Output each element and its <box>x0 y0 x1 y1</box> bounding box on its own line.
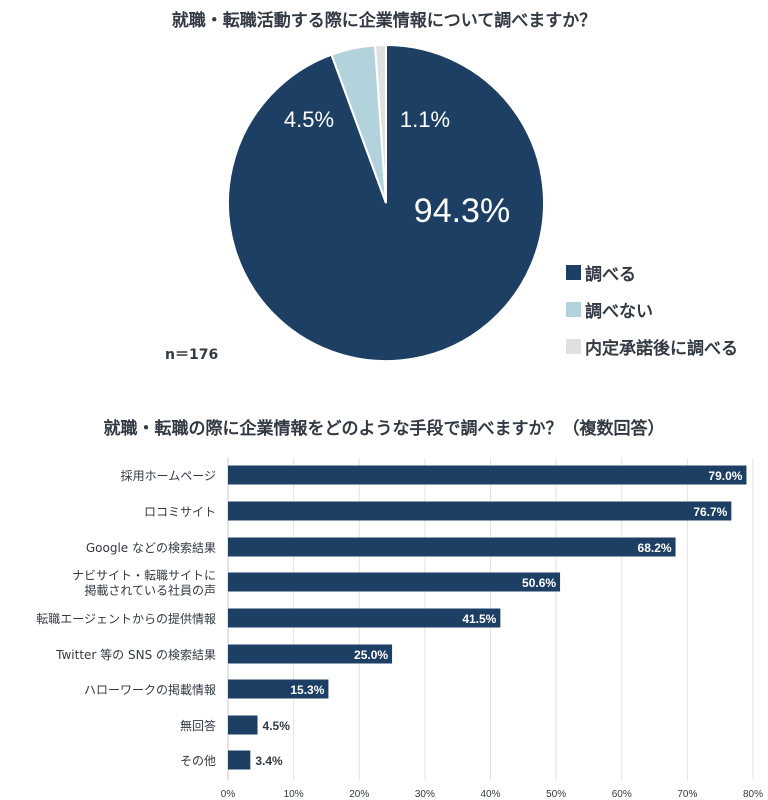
bar-value-label: 50.6% <box>522 576 556 590</box>
x-tick-label: 70% <box>677 789 697 800</box>
legend-swatch-navy <box>566 264 581 280</box>
pie-slice-label: 4.5% <box>284 107 334 132</box>
bar-value-label: 3.4% <box>255 754 283 768</box>
bar-value-label: 68.2% <box>638 541 672 555</box>
bar <box>228 644 393 664</box>
bar <box>228 679 329 699</box>
legend-item-shiraberu: 調べる <box>566 262 738 285</box>
legend-item-shirabenai: 調べない <box>566 299 738 322</box>
x-tick-label: 20% <box>349 789 369 800</box>
bar <box>228 501 732 521</box>
category-label: ナビサイト・転職サイトに <box>72 569 216 583</box>
bar <box>228 608 501 628</box>
category-label: 無回答 <box>180 718 216 733</box>
category-label: Twitter 等の SNS の検索結果 <box>55 648 216 662</box>
legend-label: 調べる <box>585 264 636 285</box>
bar-value-label: 4.5% <box>263 719 291 733</box>
bar <box>228 572 561 592</box>
bar <box>228 750 251 770</box>
bar-value-label: 41.5% <box>462 612 496 626</box>
category-label: ロコミサイト <box>144 505 216 519</box>
category-label: 転職エージェントからの提供情報 <box>36 611 216 626</box>
category-label: 採用ホームページ <box>121 469 216 483</box>
legend-item-naitei: 内定承諾後に調べる <box>566 336 738 359</box>
bar-chart-title: 就職・転職の際に企業情報をどのような手段で調べますか？（複数回答） <box>103 419 665 439</box>
bar <box>228 537 676 557</box>
x-tick-label: 40% <box>480 789 500 800</box>
bar-value-label: 15.3% <box>290 683 324 697</box>
legend-label: 調べない <box>585 301 653 322</box>
bar-value-label: 76.7% <box>693 505 727 519</box>
x-tick-label: 60% <box>612 789 632 800</box>
x-tick-label: 50% <box>546 789 566 800</box>
x-tick-label: 0% <box>221 789 236 800</box>
pie-chart-title: 就職・転職活動する際に企業情報について調べますか？ <box>171 11 597 31</box>
category-label: 掲載されている社員の声 <box>84 583 216 598</box>
category-label: その他 <box>180 754 216 768</box>
category-label: Google などの検索結果 <box>86 541 216 555</box>
legend-swatch-light-blue <box>566 301 581 317</box>
pie-legend: 調べる 調べない 内定承諾後に調べる <box>566 262 738 373</box>
x-tick-label: 10% <box>284 789 304 800</box>
category-label: ハローワークの掲載情報 <box>84 682 216 697</box>
pie-slice-label: 1.1% <box>400 107 450 132</box>
pie-slice <box>374 43 387 204</box>
pie-slice-label: 94.3% <box>414 192 510 230</box>
pie-chart: 94.3% 4.5% 1.1% <box>227 43 545 362</box>
legend-label: 内定承諾後に調べる <box>585 338 738 359</box>
x-tick-label: 80% <box>743 789 763 800</box>
bar-value-label: 79.0% <box>708 469 742 483</box>
bar <box>228 465 747 485</box>
sample-size: n＝176 <box>165 347 219 363</box>
legend-swatch-gray <box>566 338 581 354</box>
x-tick-label: 30% <box>415 789 435 800</box>
bar-value-label: 25.0% <box>354 648 388 662</box>
bar <box>228 715 258 735</box>
